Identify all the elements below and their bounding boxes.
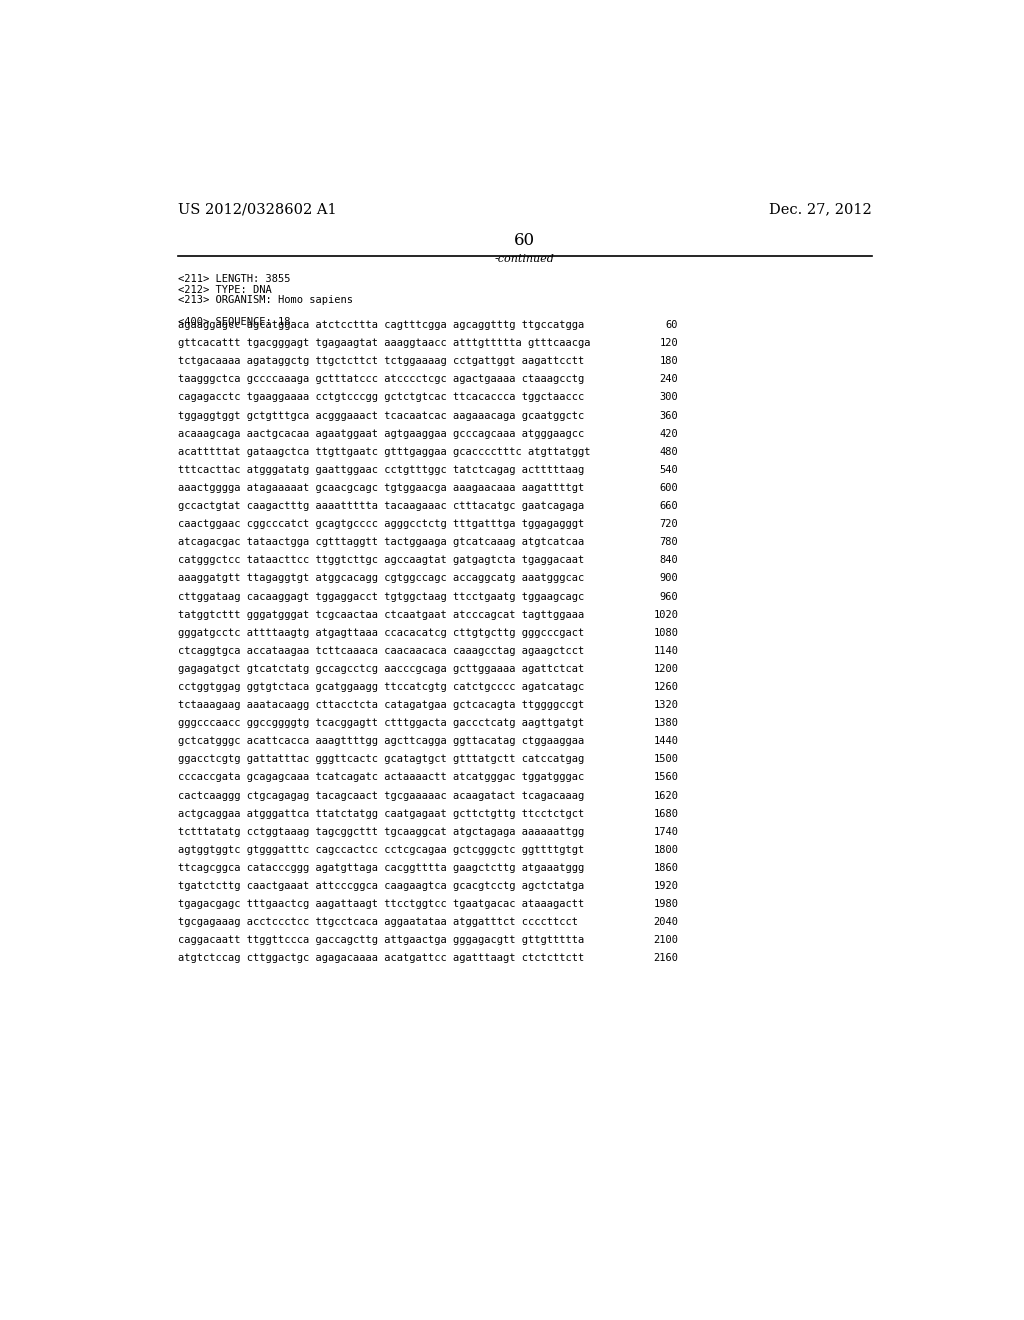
Text: aaaggatgtt ttagaggtgt atggcacagg cgtggccagc accaggcatg aaatgggcac: aaaggatgtt ttagaggtgt atggcacagg cgtggcc… [178, 573, 585, 583]
Text: Dec. 27, 2012: Dec. 27, 2012 [769, 202, 872, 216]
Text: <213> ORGANISM: Homo sapiens: <213> ORGANISM: Homo sapiens [178, 296, 353, 305]
Text: 1860: 1860 [653, 863, 678, 873]
Text: tggaggtggt gctgtttgca acgggaaact tcacaatcac aagaaacaga gcaatggctc: tggaggtggt gctgtttgca acgggaaact tcacaat… [178, 411, 585, 421]
Text: caggacaatt ttggttccca gaccagcttg attgaactga gggagacgtt gttgttttta: caggacaatt ttggttccca gaccagcttg attgaac… [178, 936, 585, 945]
Text: 1440: 1440 [653, 737, 678, 746]
Text: 1680: 1680 [653, 809, 678, 818]
Text: 1140: 1140 [653, 645, 678, 656]
Text: acaaagcaga aactgcacaa agaatggaat agtgaaggaa gcccagcaaa atgggaagcc: acaaagcaga aactgcacaa agaatggaat agtgaag… [178, 429, 585, 438]
Text: ctcaggtgca accataagaa tcttcaaaca caacaacaca caaagcctag agaagctcct: ctcaggtgca accataagaa tcttcaaaca caacaac… [178, 645, 585, 656]
Text: tctttatatg cctggtaaag tagcggcttt tgcaaggcat atgctagaga aaaaaattgg: tctttatatg cctggtaaag tagcggcttt tgcaagg… [178, 826, 585, 837]
Text: tctaaagaag aaatacaagg cttacctcta catagatgaa gctcacagta ttggggccgt: tctaaagaag aaatacaagg cttacctcta catagat… [178, 700, 585, 710]
Text: -continued: -continued [495, 253, 555, 264]
Text: 660: 660 [659, 502, 678, 511]
Text: tttcacttac atgggatatg gaattggaac cctgtttggc tatctcagag actttttaag: tttcacttac atgggatatg gaattggaac cctgttt… [178, 465, 585, 475]
Text: taagggctca gccccaaaga gctttatccc atcccctcgc agactgaaaa ctaaagcctg: taagggctca gccccaaaga gctttatccc atcccct… [178, 375, 585, 384]
Text: atgtctccag cttggactgc agagacaaaa acatgattcc agatttaagt ctctcttctt: atgtctccag cttggactgc agagacaaaa acatgat… [178, 953, 585, 964]
Text: 120: 120 [659, 338, 678, 348]
Text: 180: 180 [659, 356, 678, 366]
Text: 1500: 1500 [653, 755, 678, 764]
Text: cccaccgata gcagagcaaa tcatcagatc actaaaactt atcatgggac tggatgggac: cccaccgata gcagagcaaa tcatcagatc actaaaa… [178, 772, 585, 783]
Text: ttcagcggca catacccggg agatgttaga cacggtttta gaagctcttg atgaaatggg: ttcagcggca catacccggg agatgttaga cacggtt… [178, 863, 585, 873]
Text: 1620: 1620 [653, 791, 678, 800]
Text: US 2012/0328602 A1: US 2012/0328602 A1 [178, 202, 337, 216]
Text: 2040: 2040 [653, 917, 678, 927]
Text: 240: 240 [659, 375, 678, 384]
Text: 900: 900 [659, 573, 678, 583]
Text: gggcccaacc ggccggggtg tcacggagtt ctttggacta gaccctcatg aagttgatgt: gggcccaacc ggccggggtg tcacggagtt ctttgga… [178, 718, 585, 729]
Text: 1920: 1920 [653, 880, 678, 891]
Text: actgcaggaa atgggattca ttatctatgg caatgagaat gcttctgttg ttcctctgct: actgcaggaa atgggattca ttatctatgg caatgag… [178, 809, 585, 818]
Text: tgagacgagc tttgaactcg aagattaagt ttcctggtcc tgaatgacac ataaagactt: tgagacgagc tttgaactcg aagattaagt ttcctgg… [178, 899, 585, 909]
Text: <212> TYPE: DNA: <212> TYPE: DNA [178, 285, 272, 294]
Text: 540: 540 [659, 465, 678, 475]
Text: 1980: 1980 [653, 899, 678, 909]
Text: gctcatgggc acattcacca aaagttttgg agcttcagga ggttacatag ctggaaggaa: gctcatgggc acattcacca aaagttttgg agcttca… [178, 737, 585, 746]
Text: <400> SEQUENCE: 18: <400> SEQUENCE: 18 [178, 317, 291, 327]
Text: 1740: 1740 [653, 826, 678, 837]
Text: tctgacaaaa agataggctg ttgctcttct tctggaaaag cctgattggt aagattcctt: tctgacaaaa agataggctg ttgctcttct tctggaa… [178, 356, 585, 366]
Text: 60: 60 [514, 231, 536, 248]
Text: atcagacgac tataactgga cgtttaggtt tactggaaga gtcatcaaag atgtcatcaa: atcagacgac tataactgga cgtttaggtt tactgga… [178, 537, 585, 548]
Text: 1200: 1200 [653, 664, 678, 675]
Text: 960: 960 [659, 591, 678, 602]
Text: gagagatgct gtcatctatg gccagcctcg aacccgcaga gcttggaaaa agattctcat: gagagatgct gtcatctatg gccagcctcg aacccgc… [178, 664, 585, 675]
Text: acatttttat gataagctca ttgttgaatc gtttgaggaa gcacccctttc atgttatggt: acatttttat gataagctca ttgttgaatc gtttgag… [178, 446, 591, 457]
Text: cactcaaggg ctgcagagag tacagcaact tgcgaaaaac acaagatact tcagacaaag: cactcaaggg ctgcagagag tacagcaact tgcgaaa… [178, 791, 585, 800]
Text: catgggctcc tataacttcc ttggtcttgc agccaagtat gatgagtcta tgaggacaat: catgggctcc tataacttcc ttggtcttgc agccaag… [178, 556, 585, 565]
Text: gggatgcctc attttaagtg atgagttaaa ccacacatcg cttgtgcttg gggcccgact: gggatgcctc attttaagtg atgagttaaa ccacaca… [178, 628, 585, 638]
Text: 1380: 1380 [653, 718, 678, 729]
Text: tgcgagaaag acctccctcc ttgcctcaca aggaatataa atggatttct ccccttcct: tgcgagaaag acctccctcc ttgcctcaca aggaata… [178, 917, 579, 927]
Text: 2100: 2100 [653, 936, 678, 945]
Text: 720: 720 [659, 519, 678, 529]
Text: 2160: 2160 [653, 953, 678, 964]
Text: 1080: 1080 [653, 628, 678, 638]
Text: 780: 780 [659, 537, 678, 548]
Text: 300: 300 [659, 392, 678, 403]
Text: 420: 420 [659, 429, 678, 438]
Text: ggacctcgtg gattatttac gggttcactc gcatagtgct gtttatgctt catccatgag: ggacctcgtg gattatttac gggttcactc gcatagt… [178, 755, 585, 764]
Text: gttcacattt tgacgggagt tgagaagtat aaaggtaacc atttgttttta gtttcaacga: gttcacattt tgacgggagt tgagaagtat aaaggta… [178, 338, 591, 348]
Text: 360: 360 [659, 411, 678, 421]
Text: 480: 480 [659, 446, 678, 457]
Text: 1020: 1020 [653, 610, 678, 619]
Text: 1260: 1260 [653, 682, 678, 692]
Text: agaaggagcc agcatggaca atctccttta cagtttcgga agcaggtttg ttgccatgga: agaaggagcc agcatggaca atctccttta cagtttc… [178, 321, 585, 330]
Text: 1560: 1560 [653, 772, 678, 783]
Text: tatggtcttt gggatgggat tcgcaactaa ctcaatgaat atcccagcat tagttggaaa: tatggtcttt gggatgggat tcgcaactaa ctcaatg… [178, 610, 585, 619]
Text: tgatctcttg caactgaaat attcccggca caagaagtca gcacgtcctg agctctatga: tgatctcttg caactgaaat attcccggca caagaag… [178, 880, 585, 891]
Text: gccactgtat caagactttg aaaattttta tacaagaaac ctttacatgc gaatcagaga: gccactgtat caagactttg aaaattttta tacaaga… [178, 502, 585, 511]
Text: 840: 840 [659, 556, 678, 565]
Text: 1800: 1800 [653, 845, 678, 855]
Text: <211> LENGTH: 3855: <211> LENGTH: 3855 [178, 275, 291, 284]
Text: aaactgggga atagaaaaat gcaacgcagc tgtggaacga aaagaacaaa aagattttgt: aaactgggga atagaaaaat gcaacgcagc tgtggaa… [178, 483, 585, 492]
Text: 1320: 1320 [653, 700, 678, 710]
Text: agtggtggtc gtgggatttc cagccactcc cctcgcagaa gctcgggctc ggttttgtgt: agtggtggtc gtgggatttc cagccactcc cctcgca… [178, 845, 585, 855]
Text: caactggaac cggcccatct gcagtgcccc agggcctctg tttgatttga tggagagggt: caactggaac cggcccatct gcagtgcccc agggcct… [178, 519, 585, 529]
Text: cctggtggag ggtgtctaca gcatggaagg ttccatcgtg catctgcccc agatcatagc: cctggtggag ggtgtctaca gcatggaagg ttccatc… [178, 682, 585, 692]
Text: cagagacctc tgaaggaaaa cctgtcccgg gctctgtcac ttcacaccca tggctaaccc: cagagacctc tgaaggaaaa cctgtcccgg gctctgt… [178, 392, 585, 403]
Text: 60: 60 [666, 321, 678, 330]
Text: cttggataag cacaaggagt tggaggacct tgtggctaag ttcctgaatg tggaagcagc: cttggataag cacaaggagt tggaggacct tgtggct… [178, 591, 585, 602]
Text: 600: 600 [659, 483, 678, 492]
